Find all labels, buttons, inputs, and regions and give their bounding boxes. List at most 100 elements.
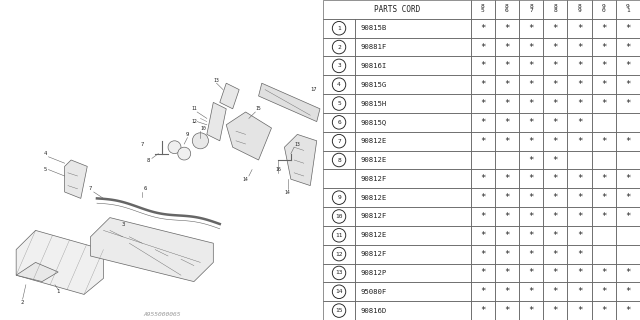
Bar bbox=[355, 207, 470, 226]
Bar bbox=[470, 56, 495, 75]
Text: *: * bbox=[625, 61, 630, 70]
Text: 90812E: 90812E bbox=[360, 232, 387, 238]
Text: *: * bbox=[625, 99, 630, 108]
Bar bbox=[616, 151, 640, 169]
Bar bbox=[495, 151, 519, 169]
Bar bbox=[616, 38, 640, 56]
Bar bbox=[355, 19, 470, 38]
Text: *: * bbox=[577, 80, 582, 89]
Text: 14: 14 bbox=[243, 177, 248, 182]
Bar bbox=[616, 207, 640, 226]
Text: 4: 4 bbox=[44, 151, 47, 156]
Text: *: * bbox=[601, 212, 606, 221]
Text: 8
8: 8 8 bbox=[554, 4, 557, 13]
Bar bbox=[591, 207, 616, 226]
Polygon shape bbox=[90, 218, 213, 282]
Text: *: * bbox=[625, 174, 630, 183]
Bar bbox=[543, 207, 568, 226]
Bar bbox=[470, 188, 495, 207]
Bar bbox=[495, 113, 519, 132]
Text: *: * bbox=[552, 231, 558, 240]
Text: *: * bbox=[504, 212, 509, 221]
Text: *: * bbox=[529, 193, 534, 202]
Text: *: * bbox=[625, 287, 630, 296]
Bar bbox=[591, 94, 616, 113]
Text: A955000065: A955000065 bbox=[143, 312, 180, 317]
Text: *: * bbox=[625, 268, 630, 277]
Bar bbox=[519, 301, 543, 320]
Text: 7: 7 bbox=[89, 186, 92, 191]
Bar bbox=[543, 19, 568, 38]
Bar bbox=[470, 245, 495, 264]
Bar bbox=[616, 264, 640, 282]
Bar bbox=[355, 282, 470, 301]
Bar bbox=[495, 226, 519, 245]
Text: *: * bbox=[504, 118, 509, 127]
Text: *: * bbox=[552, 268, 558, 277]
Text: *: * bbox=[529, 61, 534, 70]
Bar bbox=[568, 75, 591, 94]
Text: *: * bbox=[529, 250, 534, 259]
Text: 15: 15 bbox=[335, 308, 343, 313]
Bar bbox=[543, 245, 568, 264]
Bar bbox=[519, 282, 543, 301]
Text: *: * bbox=[552, 287, 558, 296]
Text: 7: 7 bbox=[141, 141, 144, 147]
Bar bbox=[543, 264, 568, 282]
Bar bbox=[495, 245, 519, 264]
Text: *: * bbox=[504, 99, 509, 108]
Text: 90812F: 90812F bbox=[360, 176, 387, 182]
Text: 6: 6 bbox=[144, 186, 147, 191]
Circle shape bbox=[178, 147, 191, 160]
Text: *: * bbox=[529, 24, 534, 33]
Bar bbox=[543, 113, 568, 132]
Text: 17: 17 bbox=[310, 87, 317, 92]
Bar bbox=[470, 301, 495, 320]
Bar bbox=[591, 75, 616, 94]
Polygon shape bbox=[207, 102, 227, 141]
Bar bbox=[323, 301, 355, 320]
Bar bbox=[495, 207, 519, 226]
Bar bbox=[568, 0, 591, 19]
Bar bbox=[495, 301, 519, 320]
Bar bbox=[616, 245, 640, 264]
Text: 2: 2 bbox=[337, 44, 341, 50]
Bar bbox=[355, 301, 470, 320]
Bar bbox=[470, 19, 495, 38]
Text: 13: 13 bbox=[294, 141, 300, 147]
Polygon shape bbox=[16, 262, 58, 282]
Bar bbox=[323, 0, 470, 19]
Bar bbox=[323, 264, 355, 282]
Text: *: * bbox=[480, 231, 485, 240]
Text: *: * bbox=[480, 306, 485, 315]
Bar bbox=[568, 94, 591, 113]
Text: *: * bbox=[577, 212, 582, 221]
Bar bbox=[519, 151, 543, 169]
Bar bbox=[519, 207, 543, 226]
Bar bbox=[323, 169, 355, 188]
Text: 90812F: 90812F bbox=[360, 251, 387, 257]
Text: 8
9: 8 9 bbox=[577, 4, 581, 13]
Text: PARTS CORD: PARTS CORD bbox=[374, 5, 420, 14]
Bar bbox=[519, 132, 543, 151]
Text: *: * bbox=[529, 80, 534, 89]
Bar bbox=[470, 207, 495, 226]
Bar bbox=[543, 169, 568, 188]
Text: *: * bbox=[601, 306, 606, 315]
Bar bbox=[519, 0, 543, 19]
Text: *: * bbox=[480, 137, 485, 146]
Text: 11: 11 bbox=[191, 106, 196, 111]
Bar bbox=[519, 38, 543, 56]
Bar bbox=[495, 94, 519, 113]
Text: *: * bbox=[504, 193, 509, 202]
Bar bbox=[355, 151, 470, 169]
Text: 1: 1 bbox=[337, 26, 341, 31]
Bar bbox=[591, 226, 616, 245]
Bar bbox=[355, 264, 470, 282]
Text: 6: 6 bbox=[337, 120, 341, 125]
Text: 90816D: 90816D bbox=[360, 308, 387, 314]
Text: *: * bbox=[601, 287, 606, 296]
Bar bbox=[591, 188, 616, 207]
Text: 10: 10 bbox=[201, 125, 207, 131]
Text: 8
6: 8 6 bbox=[505, 4, 509, 13]
